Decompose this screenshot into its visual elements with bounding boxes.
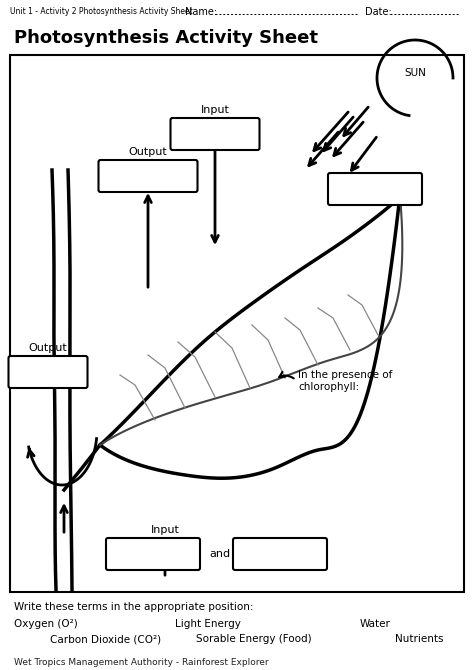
- Text: Write these terms in the appropriate position:: Write these terms in the appropriate pos…: [14, 602, 254, 612]
- FancyBboxPatch shape: [233, 538, 327, 570]
- Text: In the presence of
chlorophyll:: In the presence of chlorophyll:: [298, 370, 392, 391]
- FancyBboxPatch shape: [106, 538, 200, 570]
- Text: Carbon Dioxide (CO²): Carbon Dioxide (CO²): [50, 634, 161, 644]
- Text: Light Energy: Light Energy: [175, 619, 241, 629]
- FancyBboxPatch shape: [328, 173, 422, 205]
- Text: and: and: [210, 549, 230, 559]
- FancyBboxPatch shape: [9, 356, 88, 388]
- Text: Input: Input: [151, 525, 180, 535]
- Text: Name:: Name:: [185, 7, 217, 17]
- FancyBboxPatch shape: [99, 160, 198, 192]
- Text: SUN: SUN: [404, 68, 426, 78]
- Text: Sorable Energy (Food): Sorable Energy (Food): [196, 634, 311, 644]
- Bar: [10, 55, 464, 592]
- Text: Nutrients: Nutrients: [395, 634, 444, 644]
- Text: Output: Output: [128, 147, 167, 157]
- Text: Wet Tropics Management Authority - Rainforest Explorer: Wet Tropics Management Authority - Rainf…: [14, 658, 269, 667]
- Text: Output: Output: [28, 343, 67, 353]
- Text: Photosynthesis Activity Sheet: Photosynthesis Activity Sheet: [14, 29, 318, 47]
- Text: Water: Water: [360, 619, 391, 629]
- FancyBboxPatch shape: [171, 118, 259, 150]
- Polygon shape: [100, 195, 401, 478]
- Text: Oxygen (O²): Oxygen (O²): [14, 619, 78, 629]
- Text: Date:: Date:: [365, 7, 392, 17]
- Text: Input: Input: [201, 105, 229, 115]
- Text: Unit 1 - Activity 2 Photosynthesis Activity Sheet: Unit 1 - Activity 2 Photosynthesis Activ…: [10, 7, 193, 17]
